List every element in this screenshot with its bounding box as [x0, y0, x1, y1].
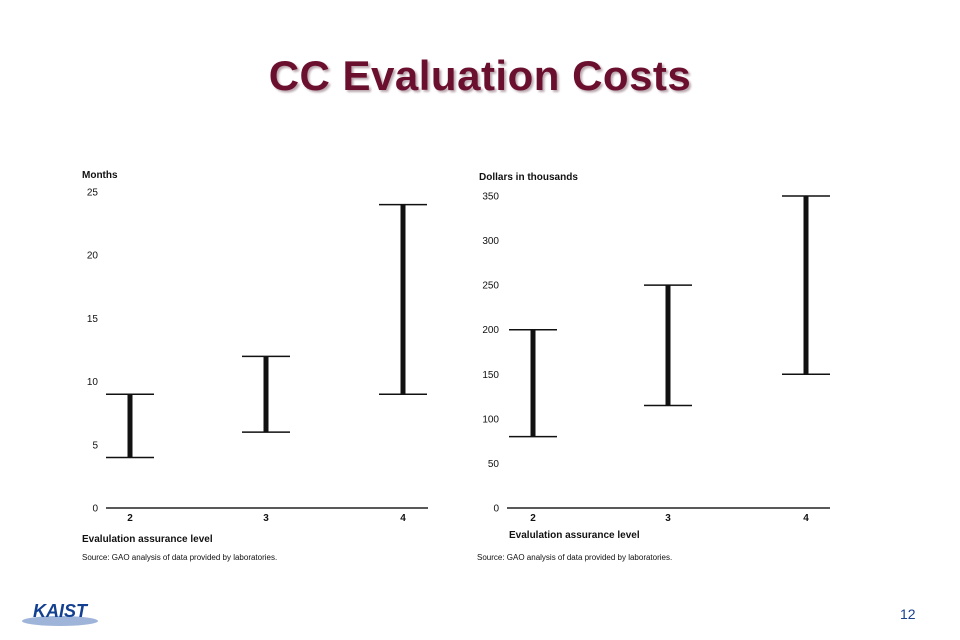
y-tick-label: 300 — [482, 236, 499, 247]
x-tick-label: 4 — [803, 513, 809, 524]
chart-source-note: Source: GAO analysis of data provided by… — [82, 553, 277, 562]
x-axis-label: Evalulation assurance level — [509, 530, 640, 541]
y-tick-label: 150 — [482, 370, 499, 381]
y-axis-label: Dollars in thousands — [479, 172, 578, 183]
logo-text: KAIST — [33, 601, 89, 621]
y-tick-label: 10 — [87, 377, 99, 388]
x-tick-label: 3 — [263, 513, 269, 524]
y-tick-label: 0 — [92, 504, 98, 515]
y-tick-label: 25 — [87, 188, 99, 199]
y-tick-label: 200 — [482, 325, 499, 336]
x-tick-label: 2 — [127, 513, 133, 524]
y-tick-label: 50 — [488, 459, 500, 470]
chart-source-note: Source: GAO analysis of data provided by… — [477, 553, 672, 562]
y-tick-label: 250 — [482, 281, 499, 292]
y-tick-label: 15 — [87, 314, 99, 325]
y-tick-label: 0 — [493, 504, 499, 515]
y-tick-label: 350 — [482, 192, 499, 203]
slide-title: CC Evaluation Costs — [268, 52, 692, 99]
x-tick-label: 3 — [665, 513, 671, 524]
y-axis-label: Months — [82, 170, 118, 181]
x-axis-label: Evalulation assurance level — [82, 534, 213, 545]
x-tick-label: 2 — [530, 513, 536, 524]
kaist-logo: KAIST — [20, 596, 100, 630]
page-number: 12 — [900, 606, 916, 622]
x-tick-label: 4 — [400, 513, 406, 524]
y-tick-label: 5 — [92, 440, 98, 451]
y-tick-label: 100 — [482, 414, 499, 425]
y-tick-label: 20 — [87, 251, 99, 262]
